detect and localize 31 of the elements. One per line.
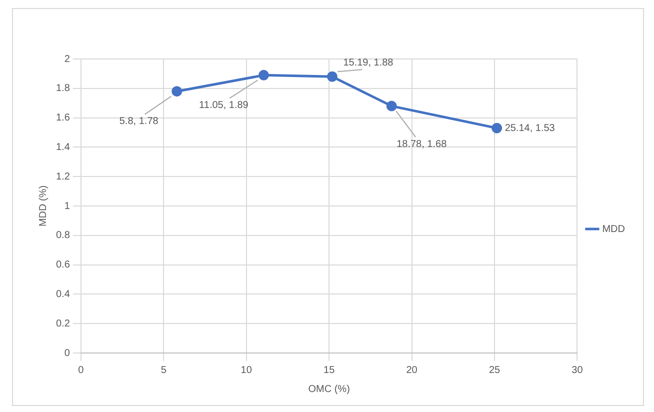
x-tick-label: 15 — [324, 364, 336, 376]
x-tick-label: 0 — [78, 364, 84, 376]
data-label: 5.8, 1.78 — [119, 116, 159, 128]
data-label: 15.19, 1.88 — [343, 57, 394, 68]
y-tick-label: 1.4 — [56, 142, 70, 153]
legend-label: MDD — [602, 224, 626, 235]
x-tick-label: 10 — [240, 364, 252, 376]
point — [258, 70, 269, 80]
y-tick-label: 1.2 — [56, 171, 70, 182]
y-tick-label: 1.8 — [56, 83, 70, 94]
y-tick-label: 0.6 — [56, 260, 70, 271]
y-tick-label: 0 — [64, 348, 70, 359]
y-tick-label: 0.2 — [56, 318, 70, 330]
y-axis-title: MDD (%) — [38, 185, 49, 227]
x-tick-label: 25 — [488, 364, 501, 376]
data-label: 25.14, 1.53 — [504, 122, 556, 134]
x-tick-label: 20 — [406, 364, 418, 376]
x-tick-label: 5 — [160, 364, 167, 376]
y-tick-label: 2 — [64, 54, 70, 65]
data-label: 11.05, 1.89 — [199, 100, 249, 111]
point — [172, 86, 182, 97]
x-axis-title: OMC (%) — [308, 384, 350, 395]
y-tick-label: 0.4 — [56, 288, 70, 300]
point — [492, 122, 502, 134]
point — [326, 71, 338, 82]
y-tick-label: 0.8 — [56, 230, 70, 242]
point — [386, 100, 397, 112]
x-tick-label: 30 — [572, 364, 584, 376]
y-tick-label: 1.6 — [56, 112, 70, 124]
data-label: 18.78, 1.68 — [396, 138, 448, 150]
y-tick-label: 1 — [64, 200, 70, 212]
